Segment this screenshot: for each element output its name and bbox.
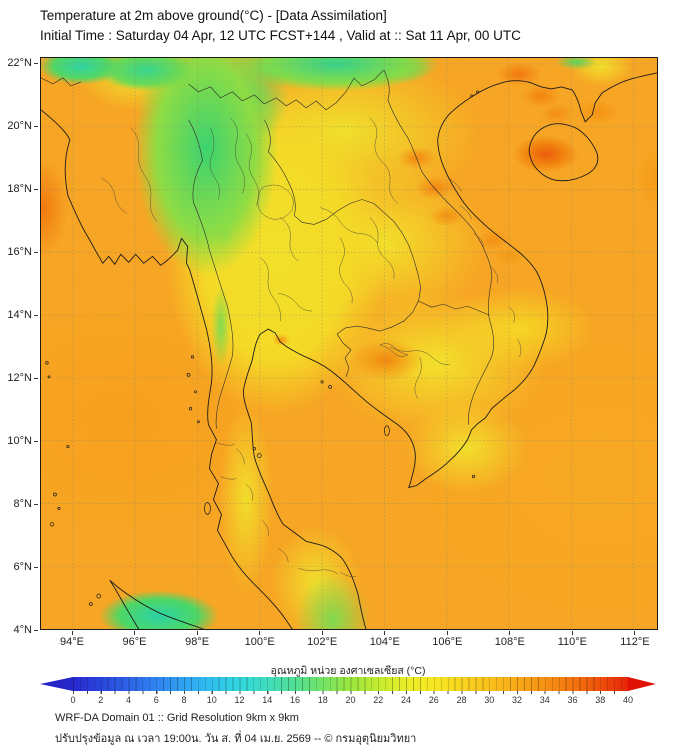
x-axis-tick-label: 100°E (230, 631, 290, 651)
y-axis-tick-label: 20°N (0, 119, 38, 133)
x-axis-tick-label: 108°E (480, 631, 540, 651)
x-axis-tick-label: 104°E (355, 631, 415, 651)
x-tick-mark (634, 631, 636, 635)
x-axis-tick-label: 110°E (542, 631, 602, 651)
colorbar-tick-label: 8 (181, 695, 187, 705)
colorbar-tick-label: 38 (595, 695, 606, 705)
y-tick-mark (34, 440, 38, 442)
y-tick-mark (34, 251, 38, 253)
y-axis-tick-label: 16°N (0, 245, 38, 259)
y-axis-labels: 22°N 20°N 18°N 16°N 14°N 12°N 10°N 8°N 6… (0, 56, 38, 637)
y-axis-tick-label: 10°N (0, 434, 38, 448)
colorbar-tick-label: 26 (428, 695, 439, 705)
y-axis-tick-label: 4°N (0, 623, 38, 637)
x-tick-mark (259, 631, 261, 635)
y-axis-tick-label: 18°N (0, 182, 38, 196)
graticule-gridlines (41, 58, 657, 629)
colorbar-tick-label: 24 (400, 695, 411, 705)
y-axis-tick-label: 8°N (0, 497, 38, 511)
x-tick-mark (384, 631, 386, 635)
x-axis-tick-label: 96°E (105, 631, 165, 651)
x-tick-mark (196, 631, 198, 635)
x-axis-tick-label: 98°E (167, 631, 227, 651)
x-axis-labels: 94°E 96°E 98°E 100°E 102°E 104°E 106°E 1… (42, 631, 665, 651)
x-axis-tick-label: 102°E (292, 631, 352, 651)
colorbar-minor-ticks (73, 691, 628, 694)
colorbar-gradient (73, 677, 628, 691)
colorbar-tick-label: 28 (456, 695, 467, 705)
colorbar-tick-label: 22 (373, 695, 384, 705)
y-tick-mark (34, 377, 38, 379)
x-tick-mark (134, 631, 136, 635)
map-boundaries-overlay (41, 58, 657, 629)
x-axis-tick-label: 106°E (417, 631, 477, 651)
colorbar-tick-label: 40 (622, 695, 633, 705)
colorbar-label: อุณหภูมิ หน่วย องศาเซลเซียส (°C) (270, 665, 426, 677)
colorbar-tick-labels: 0 2 4 6 8 10 12 14 16 18 20 22 24 26 28 30 32 34 36 38 40 (61, 695, 640, 705)
national-borders (41, 69, 495, 429)
colorbar-right-arrow (628, 677, 656, 691)
y-tick-mark (34, 62, 38, 64)
page-subtitle: Initial Time : Saturday 04 Apr, 12 UTC F… (40, 28, 521, 43)
colorbar-tick-label: 20 (345, 695, 356, 705)
colorbar-tick-label: 0 (70, 695, 76, 705)
colorbar-tick-label: 6 (153, 695, 159, 705)
y-tick-mark (34, 566, 38, 568)
colorbar-tick-label: 36 (567, 695, 578, 705)
y-tick-mark (34, 629, 38, 631)
page-title: Temperature at 2m above ground(°C) - [Da… (40, 8, 387, 23)
footer-update-info: ปรับปรุงข้อมูล ณ เวลา 19:00น. วัน ส. ที่… (55, 733, 417, 745)
colorbar-left-arrow (40, 677, 73, 691)
y-axis-tick-label: 14°N (0, 308, 38, 322)
y-tick-mark (34, 188, 38, 190)
islands (45, 90, 479, 606)
colorbar-tick-label: 2 (98, 695, 104, 705)
colorbar-tick-label: 34 (539, 695, 550, 705)
y-axis-tick-label: 12°N (0, 371, 38, 385)
colorbar-tick-label: 10 (206, 695, 217, 705)
colorbar-tick-label: 14 (262, 695, 273, 705)
x-tick-mark (509, 631, 511, 635)
colorbar-tick-label: 12 (234, 695, 245, 705)
colorbar-tick-label: 4 (125, 695, 131, 705)
colorbar-tick-label: 18 (317, 695, 328, 705)
footer-domain-info: WRF-DA Domain 01 :: Grid Resolution 9km … (55, 712, 299, 724)
x-tick-mark (571, 631, 573, 635)
y-tick-mark (34, 503, 38, 505)
y-axis-tick-label: 22°N (0, 56, 38, 70)
y-axis-tick-label: 6°N (0, 560, 38, 574)
y-tick-mark (34, 125, 38, 127)
colorbar-tick-label: 16 (289, 695, 300, 705)
x-tick-mark (321, 631, 323, 635)
x-tick-mark (71, 631, 73, 635)
temperature-map-canvas (40, 57, 658, 630)
colorbar-tick-label: 32 (511, 695, 522, 705)
coastlines (41, 72, 657, 629)
x-axis-tick-label: 94°E (42, 631, 102, 651)
colorbar (40, 677, 656, 691)
x-axis-tick-label: 112°E (605, 631, 665, 651)
x-tick-mark (446, 631, 448, 635)
y-tick-mark (34, 314, 38, 316)
colorbar-tick-label: 30 (484, 695, 495, 705)
province-boundaries (100, 117, 522, 577)
